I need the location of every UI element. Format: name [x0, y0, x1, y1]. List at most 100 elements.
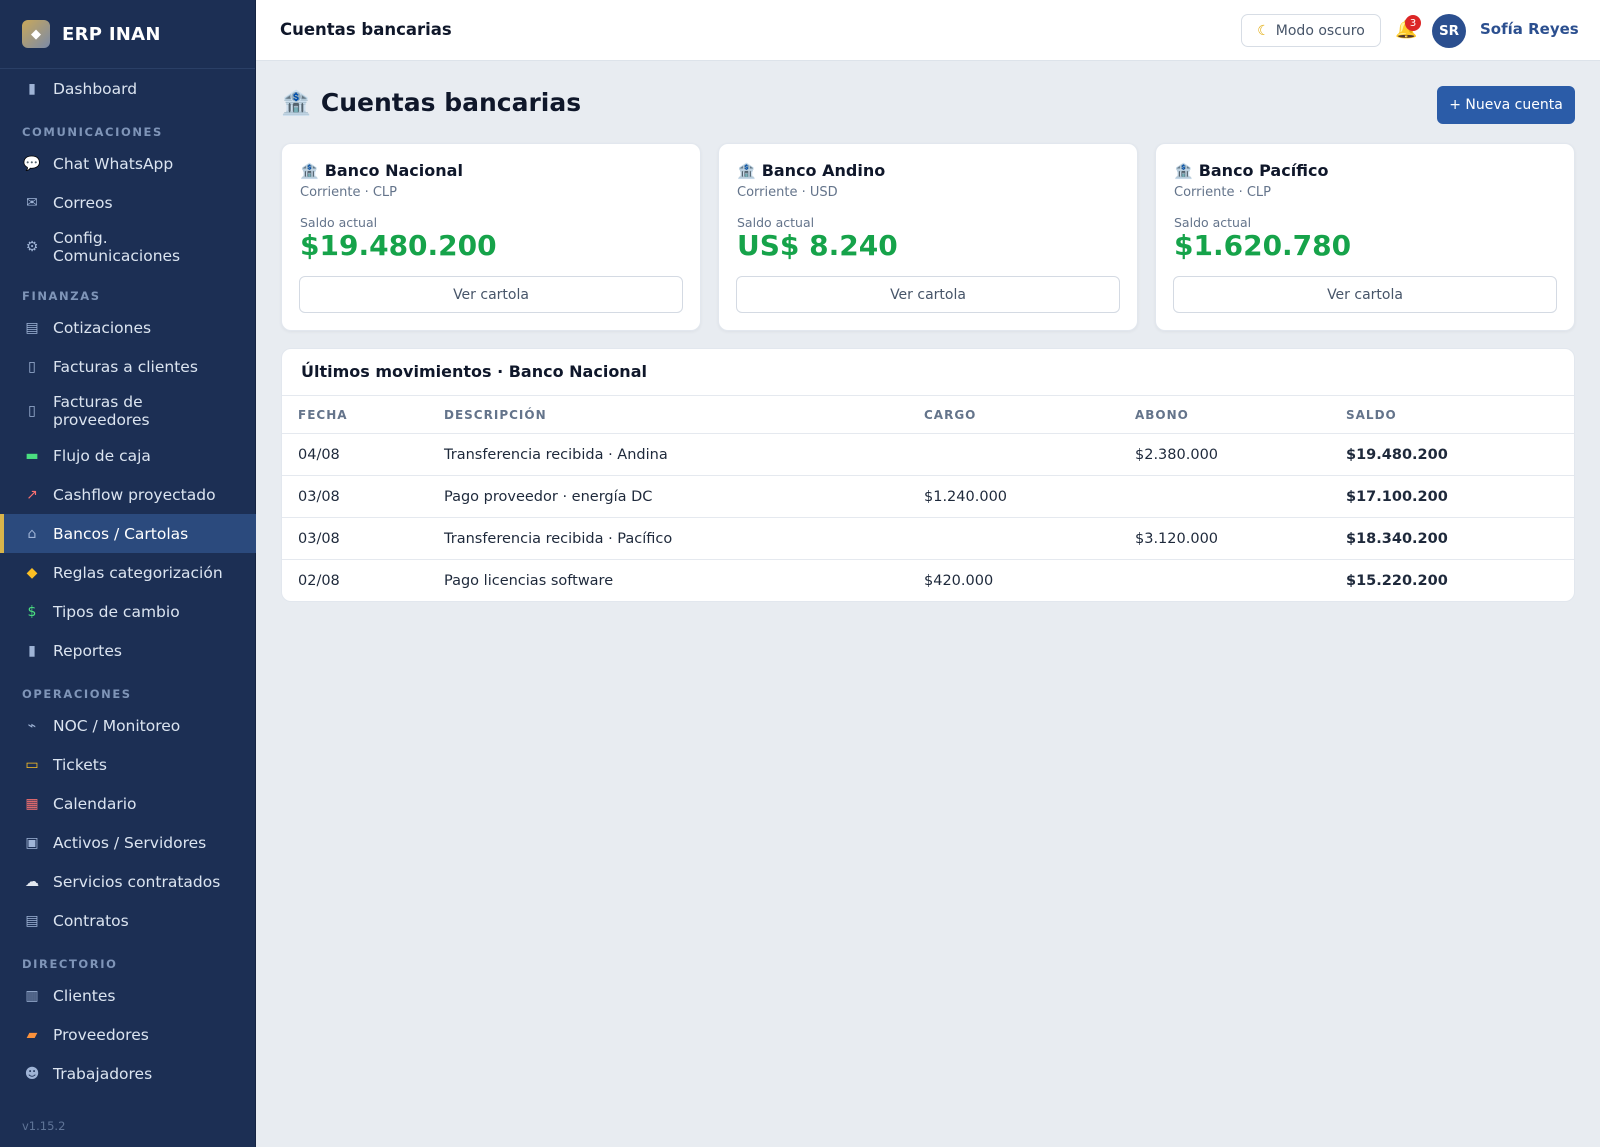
- table-row[interactable]: 03/08 Transferencia recibida · Pacífico …: [282, 517, 1574, 560]
- sidebar-item-label: NOC / Monitoreo: [53, 716, 181, 735]
- sidebar-nav: ▮ Dashboard COMUNICACIONES 💬 Chat WhatsA…: [0, 69, 256, 1093]
- cell-cargo: $1.240.000: [924, 475, 1135, 518]
- balance-label: Saldo actual: [1174, 215, 1252, 230]
- movements-title: Últimos movimientos · Banco Nacional: [301, 362, 647, 381]
- sidebar-item-contratos[interactable]: ▤ Contratos: [0, 901, 256, 940]
- account-type: Corriente · CLP: [1174, 185, 1271, 200]
- gear-icon: ⚙: [25, 239, 39, 255]
- sidebar-item-cashflow-proyectado[interactable]: ↗ Cashflow proyectado: [0, 475, 256, 514]
- sidebar-item-label: Reglas categorización: [53, 563, 223, 582]
- sidebar-item-reportes[interactable]: ▮ Reportes: [0, 631, 256, 670]
- cell-abono: [1135, 475, 1346, 518]
- account-bank-name: Banco Nacional: [324, 161, 463, 180]
- sidebar-item-label: Tickets: [53, 755, 107, 774]
- app-version: v1.15.2: [22, 1119, 66, 1133]
- sidebar-item-calendario[interactable]: ▦ Calendario: [0, 784, 256, 823]
- building-icon: ▥: [25, 987, 39, 1004]
- account-card-header: 🏦 Banco Andino: [737, 161, 885, 180]
- sidebar-item-tickets[interactable]: ▭ Tickets: [0, 745, 256, 784]
- sidebar-item-tipos-cambio[interactable]: $ Tipos de cambio: [0, 592, 256, 631]
- ticket-icon: ▭: [25, 756, 39, 773]
- contract-icon: ▤: [25, 912, 39, 929]
- account-bank-name: Banco Pacífico: [1198, 161, 1329, 180]
- brand[interactable]: ◆ ERP INAN: [0, 0, 255, 69]
- cell-cargo: $420.000: [924, 572, 994, 589]
- sidebar-item-bancos-cartolas[interactable]: ⌂ Bancos / Cartolas: [0, 514, 256, 553]
- page-title-text: Cuentas bancarias: [320, 88, 582, 117]
- new-account-button[interactable]: + Nueva cuenta: [1437, 86, 1575, 124]
- sidebar-item-label: Flujo de caja: [53, 446, 151, 465]
- sidebar-item-proveedores[interactable]: ▰ Proveedores: [0, 1015, 256, 1054]
- column-header-cargo[interactable]: CARGO: [924, 395, 1135, 434]
- sidebar-item-chat-whatsapp[interactable]: 💬 Chat WhatsApp: [0, 144, 256, 183]
- sidebar-item-label: Config. Comunicaciones: [53, 229, 181, 265]
- cell-saldo: $18.340.200: [1346, 517, 1574, 560]
- calendar-icon: ▦: [25, 795, 39, 812]
- sidebar-item-label: Cotizaciones: [53, 318, 152, 337]
- sidebar-item-label: Calendario: [53, 794, 137, 813]
- moon-icon: ☾: [1257, 22, 1270, 39]
- table-row[interactable]: 02/08 Pago licencias software $420.000 $…: [282, 560, 1574, 602]
- column-header-fecha[interactable]: FECHA: [282, 395, 444, 434]
- sidebar-item-label: Bancos / Cartolas: [53, 524, 189, 543]
- column-header-abono[interactable]: ABONO: [1135, 395, 1346, 434]
- cell-abono: $3.120.000: [1135, 517, 1346, 560]
- sidebar-item-flujo-caja[interactable]: ▬ Flujo de caja: [0, 436, 256, 475]
- sidebar-item-label: Contratos: [53, 911, 129, 930]
- sidebar-item-correos[interactable]: ✉ Correos: [0, 183, 256, 222]
- account-balance: $1.620.780: [1174, 229, 1352, 262]
- bank-icon: 🏦: [1174, 161, 1193, 180]
- sidebar-item-label: Clientes: [53, 986, 116, 1005]
- sidebar-item-label: Reportes: [53, 641, 122, 660]
- sidebar-item-trabajadores[interactable]: ☻ Trabajadores: [0, 1054, 256, 1093]
- sidebar-item-cotizaciones[interactable]: ▤ Cotizaciones: [0, 308, 256, 347]
- bank-icon: 🏦: [300, 161, 319, 180]
- avatar[interactable]: SR: [1432, 14, 1466, 48]
- cell-descripcion: Transferencia recibida · Andina: [444, 433, 924, 476]
- sidebar-item-label: Servicios contratados: [53, 872, 221, 891]
- sidebar-item-label: Proveedores: [53, 1025, 149, 1044]
- sidebar-item-noc-monitoreo[interactable]: ⌁ NOC / Monitoreo: [0, 706, 256, 745]
- sidebar-item-facturas-clientes[interactable]: ▯ Facturas a clientes: [0, 347, 256, 386]
- sidebar-item-activos-servidores[interactable]: ▣ Activos / Servidores: [0, 823, 256, 862]
- table-row[interactable]: 03/08 Pago proveedor · energía DC $1.240…: [282, 475, 1574, 518]
- column-header-saldo[interactable]: SALDO: [1346, 395, 1574, 434]
- cell-saldo: $17.100.200: [1346, 475, 1574, 518]
- view-statement-button[interactable]: Ver cartola: [736, 276, 1120, 313]
- account-card-header: 🏦 Banco Nacional: [300, 161, 463, 180]
- sidebar-item-label: Activos / Servidores: [53, 833, 207, 852]
- cell-descripcion: Pago licencias software: [444, 572, 614, 589]
- bar-chart-icon: ▮: [28, 80, 36, 97]
- account-bank-name: Banco Andino: [761, 161, 886, 180]
- bar-chart-icon: ▮: [28, 642, 36, 659]
- table-row[interactable]: 04/08 Transferencia recibida · Andina $2…: [282, 433, 1574, 476]
- sidebar-item-label: Facturas de proveedores: [53, 393, 150, 429]
- cell-saldo: $19.480.200: [1346, 433, 1574, 476]
- cell-descripcion: Pago proveedor · energía DC: [444, 475, 924, 518]
- cloud-icon: ☁: [25, 873, 39, 890]
- notification-badge: 3: [1405, 15, 1421, 31]
- sidebar-item-label: Tipos de cambio: [53, 602, 180, 621]
- sidebar-item-label: Cashflow proyectado: [53, 485, 216, 504]
- sidebar-item-reglas-categorizacion[interactable]: ◆ Reglas categorización: [0, 553, 256, 592]
- sidebar-item-dashboard[interactable]: ▮ Dashboard: [0, 69, 256, 108]
- brand-logo-icon: ◆: [22, 20, 50, 48]
- sidebar-section-title: FINANZAS: [22, 289, 101, 303]
- sidebar-item-label: Facturas a clientes: [53, 357, 198, 376]
- cell-fecha: 03/08: [282, 475, 444, 518]
- sidebar-item-facturas-proveedores[interactable]: ▯ Facturas de proveedores: [0, 386, 256, 436]
- sidebar-item-config-comunicaciones[interactable]: ⚙ Config. Comunicaciones: [0, 222, 256, 272]
- view-statement-button[interactable]: Ver cartola: [1173, 276, 1557, 313]
- receipt-icon: ▤: [25, 319, 39, 336]
- sidebar-item-clientes[interactable]: ▥ Clientes: [0, 976, 256, 1015]
- cell-fecha: 02/08: [298, 572, 340, 589]
- dark-mode-button[interactable]: ☾ Modo oscuro: [1241, 14, 1381, 47]
- sidebar-item-servicios-contratados[interactable]: ☁ Servicios contratados: [0, 862, 256, 901]
- bank-icon: ⌂: [27, 525, 37, 542]
- sidebar-section-title: COMUNICACIONES: [22, 125, 163, 139]
- view-statement-button[interactable]: Ver cartola: [299, 276, 683, 313]
- sidebar: ◆ ERP INAN ▮ Dashboard COMUNICACIONES 💬 …: [0, 0, 256, 1147]
- user-name[interactable]: Sofía Reyes: [1480, 20, 1579, 38]
- account-type: Corriente · CLP: [300, 185, 397, 200]
- column-header-descripcion[interactable]: DESCRIPCIÓN: [444, 395, 924, 434]
